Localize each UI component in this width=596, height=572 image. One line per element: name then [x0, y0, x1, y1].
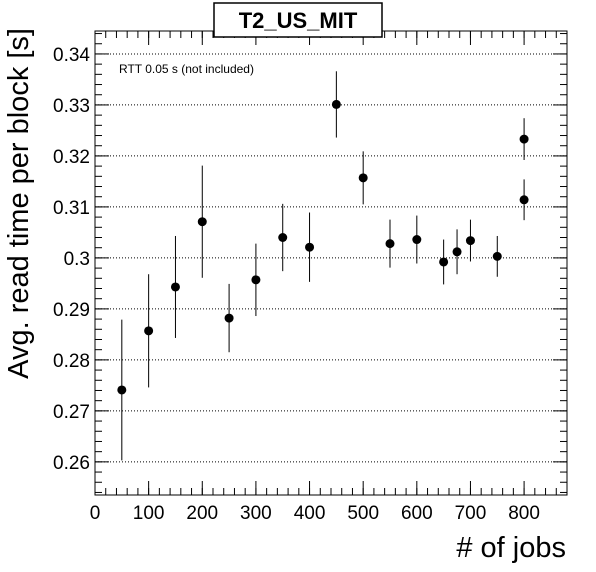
y-tick-label: 0.33 — [53, 96, 90, 117]
data-points — [117, 71, 529, 461]
data-point — [439, 257, 449, 267]
data-point — [519, 134, 529, 144]
y-tick-label: 0.26 — [53, 453, 90, 474]
grid-lines — [95, 53, 567, 463]
x-tick-label: 200 — [186, 503, 218, 524]
x-tick-label: 500 — [347, 503, 379, 524]
x-axis-title: # of jobs — [456, 532, 566, 564]
y-tick-label: 0.3 — [64, 249, 90, 270]
x-tick-label: 700 — [455, 503, 487, 524]
data-point — [465, 236, 475, 246]
data-point — [305, 242, 315, 252]
x-tick-label: 300 — [240, 503, 272, 524]
y-tick-label: 0.28 — [53, 351, 90, 372]
data-point — [412, 235, 422, 245]
data-point — [452, 247, 462, 257]
y-tick-label: 0.31 — [53, 198, 90, 219]
data-point — [358, 173, 368, 183]
y-axis-title: Avg. read time per block [s] — [3, 28, 35, 379]
x-tick-label: 800 — [508, 503, 540, 524]
plot-frame — [94, 30, 568, 496]
x-tick-label: 600 — [401, 503, 433, 524]
y-axis: 0.26 0.27 0.28 0.29 0.3 0.31 0.32 0.33 0.34 — [53, 33, 567, 493]
data-point — [385, 239, 395, 249]
y-tick-label: 0.29 — [53, 300, 90, 321]
data-point — [117, 385, 127, 395]
chart-annotation: RTT 0.05 s (not included) — [119, 62, 254, 76]
title-box — [213, 2, 383, 38]
x-tick-label: 100 — [133, 503, 165, 524]
x-tick-label: 400 — [294, 503, 326, 524]
x-tick-label: 0 — [90, 503, 101, 524]
data-point — [492, 251, 502, 261]
x-axis: 0 100 200 300 400 500 600 700 800 — [90, 31, 568, 524]
y-tick-label: 0.34 — [53, 45, 90, 66]
data-point — [519, 195, 529, 205]
chart-title: T2_US_MIT — [239, 8, 358, 33]
data-point — [224, 313, 234, 323]
data-point — [251, 275, 261, 285]
data-point — [278, 233, 288, 243]
y-tick-label: 0.27 — [53, 402, 90, 423]
data-point — [197, 217, 207, 227]
y-tick-label: 0.32 — [53, 147, 90, 168]
data-point — [144, 326, 154, 336]
data-point — [170, 282, 180, 292]
data-point — [331, 99, 341, 109]
